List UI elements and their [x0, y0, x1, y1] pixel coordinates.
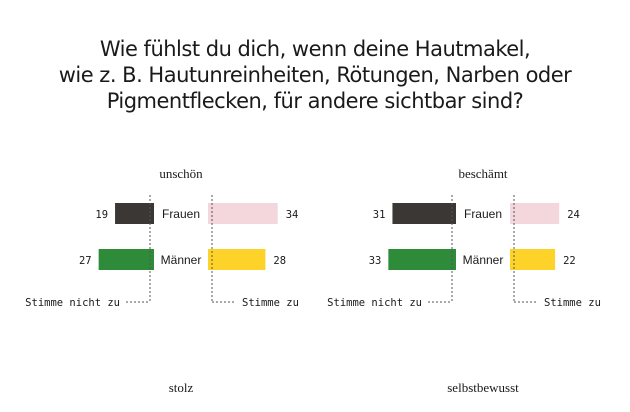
- bar-agree: [510, 203, 560, 224]
- panel-title: stolz: [169, 380, 194, 395]
- legend-label-agree: Stimme zu: [544, 297, 601, 309]
- value-label-disagree: 31: [373, 209, 386, 221]
- bar-disagree: [392, 203, 456, 224]
- category-label: Männer: [161, 253, 202, 267]
- value-label-disagree: 33: [369, 255, 382, 267]
- bar-agree: [208, 203, 278, 224]
- value-label-agree: 34: [286, 209, 299, 221]
- bar-agree: [208, 249, 266, 270]
- category-label: Männer: [463, 253, 504, 267]
- bar-disagree: [98, 249, 154, 270]
- panel-title: selbstbewusst: [447, 380, 519, 395]
- panel-title: unschön: [159, 166, 203, 181]
- legend-label-disagree: Stimme nicht zu: [327, 297, 422, 309]
- value-label-disagree: 27: [79, 255, 92, 267]
- value-label-agree: 28: [273, 255, 286, 267]
- legend-label-disagree: Stimme nicht zu: [25, 297, 120, 309]
- bar-disagree: [115, 203, 154, 224]
- value-label-agree: 22: [563, 255, 576, 267]
- title-line-3: Pigmentflecken, für andere sichtbar sind…: [106, 89, 524, 113]
- value-label-disagree: 19: [95, 209, 108, 221]
- chart-main-title: Wie fühlst du dich, wenn deine Hautmakel…: [0, 36, 630, 114]
- bar-disagree: [388, 249, 456, 270]
- panel-title: beschämt: [458, 166, 507, 181]
- legend-label-agree: Stimme zu: [242, 297, 299, 309]
- category-label: Frauen: [162, 207, 200, 221]
- title-line-1: Wie fühlst du dich, wenn deine Hautmakel…: [99, 37, 531, 61]
- bar-agree: [510, 249, 556, 270]
- category-label: Frauen: [464, 207, 502, 221]
- title-line-2: wie z. B. Hautunreinheiten, Rötungen, Na…: [58, 63, 572, 87]
- value-label-agree: 24: [567, 209, 580, 221]
